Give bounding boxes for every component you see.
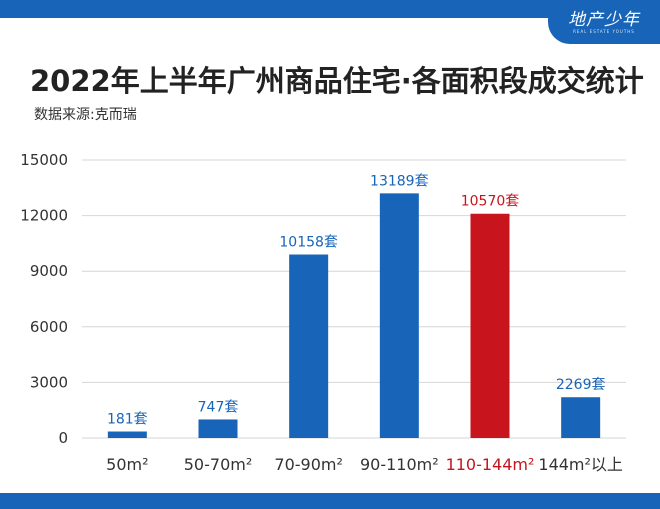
category-label-3: 90-110m² — [360, 455, 439, 474]
bar-1 — [198, 419, 238, 438]
category-label-1: 50-70m² — [184, 455, 253, 474]
bar-2 — [289, 254, 329, 438]
top-bar — [0, 0, 660, 18]
bottom-bar — [0, 493, 660, 509]
bar-0 — [107, 431, 147, 438]
brand-subtitle: REAL ESTATE YOUTHS — [573, 29, 635, 34]
data-label-3: 13189套 — [370, 173, 429, 189]
brand-logo: 地产少年 REAL ESTATE YOUTHS — [548, 0, 660, 44]
y-tick-label: 3000 — [30, 373, 68, 391]
data-label-5: 2269套 — [556, 377, 606, 393]
bar-3 — [379, 193, 419, 438]
category-label-2: 70-90m² — [274, 455, 343, 474]
y-tick-label: 6000 — [30, 318, 68, 336]
y-tick-label: 12000 — [20, 207, 68, 225]
data-label-4: 10570套 — [461, 194, 520, 210]
category-label-5: 144m²以上 — [538, 455, 623, 474]
data-label-0: 181套 — [107, 412, 148, 428]
category-label-4: 110-144m² — [446, 455, 535, 474]
bar-4 — [470, 213, 510, 438]
data-source: 数据来源:克而瑞 — [34, 107, 137, 123]
data-label-2: 10158套 — [279, 235, 338, 251]
data-label-1: 747套 — [198, 399, 239, 415]
y-tick-label: 0 — [58, 429, 68, 447]
y-tick-label: 9000 — [30, 262, 68, 280]
y-tick-label: 15000 — [20, 151, 68, 169]
brand-name: 地产少年 — [568, 10, 640, 30]
category-label-0: 50m² — [106, 455, 148, 474]
bar-5 — [561, 397, 601, 438]
chart-title: 2022年上半年广州商品住宅·各面积段成交统计 — [30, 64, 644, 98]
